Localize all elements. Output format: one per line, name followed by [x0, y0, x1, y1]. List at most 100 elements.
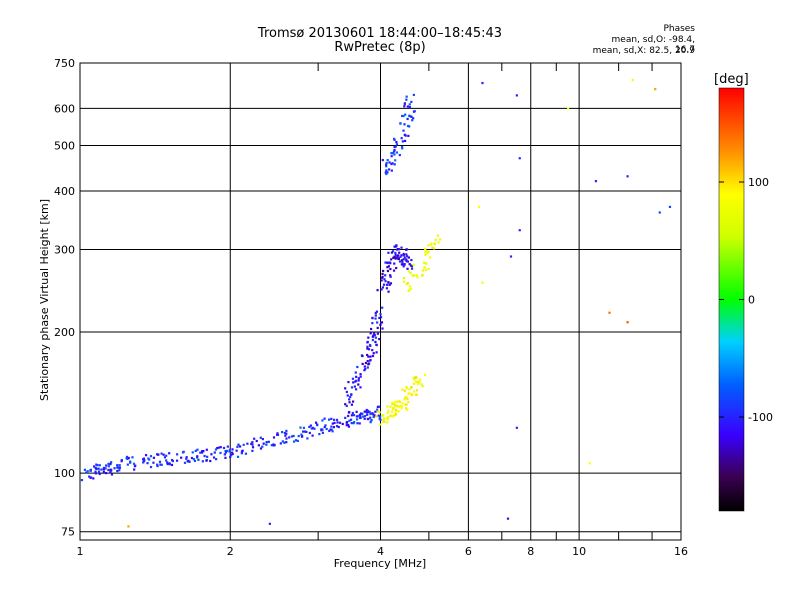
data-point — [131, 456, 134, 459]
data-point — [368, 362, 371, 365]
data-point — [402, 252, 405, 256]
data-point — [214, 448, 218, 451]
data-point — [385, 169, 388, 172]
data-point — [413, 274, 416, 277]
data-point — [98, 472, 101, 476]
data-point — [366, 411, 369, 414]
data-point — [423, 261, 426, 264]
data-point — [400, 259, 403, 262]
data-point — [398, 400, 401, 403]
data-point — [380, 288, 383, 291]
data-point — [369, 332, 372, 335]
data-point — [127, 525, 130, 528]
data-point — [118, 469, 121, 472]
data-point — [382, 269, 385, 273]
phases-heading: Phases — [663, 24, 695, 34]
data-point — [392, 269, 396, 272]
data-point — [344, 416, 347, 419]
data-point — [404, 403, 407, 406]
data-point — [393, 406, 396, 409]
data-point — [350, 414, 354, 417]
data-point — [403, 103, 406, 106]
y-tick-label: 300 — [54, 244, 75, 257]
data-point — [410, 115, 413, 118]
data-point — [403, 123, 406, 126]
data-point — [359, 386, 362, 389]
data-point — [95, 463, 98, 466]
data-point — [594, 180, 598, 183]
data-point — [404, 396, 407, 399]
data-point — [109, 470, 112, 473]
data-point — [113, 467, 116, 470]
data-point — [391, 401, 394, 404]
data-point — [426, 252, 429, 255]
data-point — [236, 445, 239, 448]
data-point — [415, 274, 418, 277]
data-point — [374, 410, 377, 413]
data-point — [160, 463, 163, 466]
data-point — [394, 412, 397, 415]
data-point — [413, 110, 416, 113]
data-point — [421, 269, 424, 272]
colorbar-ticks: 100 0 -100 — [719, 176, 773, 424]
data-point — [424, 250, 427, 253]
data-point — [102, 466, 106, 470]
data-point — [381, 158, 384, 162]
data-point — [387, 409, 390, 412]
data-point — [432, 247, 436, 250]
data-point — [397, 248, 400, 251]
data-point — [371, 322, 374, 325]
data-point — [341, 422, 344, 426]
data-point — [374, 336, 377, 339]
data-point — [358, 422, 361, 425]
data-point — [396, 400, 399, 403]
data-point — [311, 426, 315, 430]
data-point — [356, 418, 359, 421]
data-point — [418, 380, 421, 384]
data-point — [363, 417, 366, 420]
data-point — [242, 443, 245, 446]
data-point — [389, 274, 392, 277]
data-point — [355, 388, 358, 391]
data-point — [86, 470, 89, 473]
data-point — [132, 462, 136, 465]
data-point — [406, 117, 409, 121]
data-point — [345, 404, 348, 408]
x-tick-label: 6 — [465, 545, 472, 558]
data-point — [125, 455, 129, 459]
data-point — [404, 113, 407, 116]
data-point — [412, 93, 415, 97]
data-point — [405, 385, 408, 389]
data-point — [389, 405, 392, 408]
data-point — [316, 423, 319, 427]
data-point — [389, 267, 392, 271]
data-point — [405, 403, 408, 406]
data-point — [348, 410, 351, 414]
data-point — [314, 421, 318, 424]
data-point — [116, 464, 119, 467]
data-point — [406, 260, 410, 263]
data-point — [347, 425, 351, 428]
data-point — [372, 352, 375, 355]
data-point — [354, 380, 357, 383]
data-point — [351, 411, 354, 415]
data-point — [393, 137, 396, 140]
data-point — [364, 361, 368, 365]
data-point — [418, 378, 421, 381]
data-point — [344, 387, 347, 390]
data-point — [376, 321, 379, 324]
data-point — [190, 456, 194, 460]
data-point — [194, 449, 197, 452]
data-point — [390, 251, 394, 254]
data-point — [387, 416, 390, 419]
data-point — [228, 448, 231, 451]
data-point — [393, 153, 396, 156]
data-point — [362, 415, 365, 418]
data-point — [372, 415, 375, 419]
x-tick-label: 1 — [77, 545, 84, 558]
data-point — [117, 466, 120, 469]
data-point — [406, 124, 410, 128]
data-point — [413, 378, 416, 381]
data-point — [415, 389, 419, 392]
